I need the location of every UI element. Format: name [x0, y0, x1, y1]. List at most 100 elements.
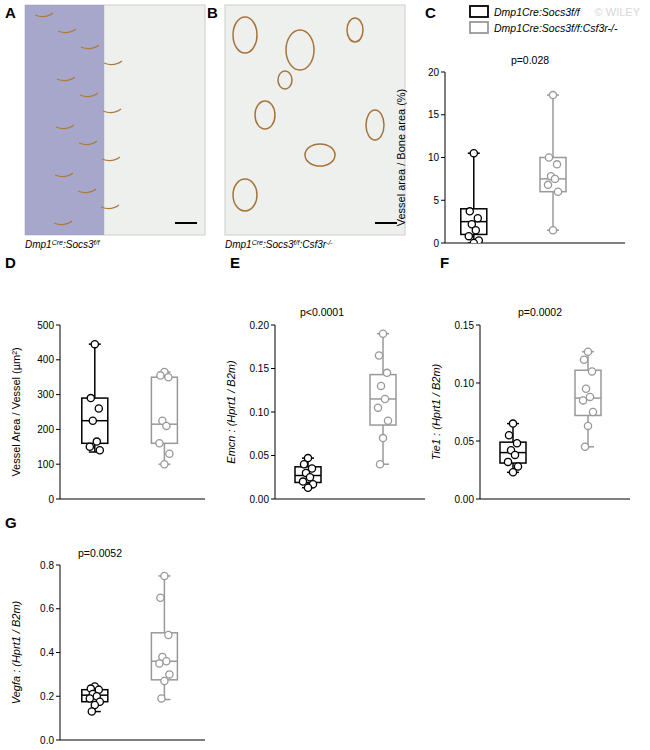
data-point: [509, 420, 516, 427]
image-frame: [25, 5, 205, 235]
data-point: [549, 227, 556, 234]
p-value: p=0.0002: [518, 306, 562, 318]
vessel-stain: [35, 13, 53, 17]
box: [370, 375, 396, 425]
data-point: [589, 408, 596, 415]
image-panel: [225, 5, 405, 235]
data-point: [466, 208, 473, 215]
y-tick-label: 500: [37, 320, 54, 331]
figure: A Dmp1Cre:Socs3f/f B Dmp1Cre:Socs3f/f:Csf3r…: [0, 0, 650, 750]
data-point: [93, 438, 100, 445]
y-tick-label: 0.00: [250, 494, 270, 505]
data-point: [549, 91, 556, 98]
panel-label: G: [5, 514, 17, 531]
y-tick-label: 0: [433, 238, 439, 249]
data-point: [306, 474, 313, 481]
y-tick-label: 300: [37, 389, 54, 400]
y-tick: [476, 499, 480, 500]
data-point: [375, 352, 382, 359]
data-point: [304, 484, 311, 491]
y-tick: [271, 368, 275, 369]
data-point: [554, 188, 561, 195]
vessel-stain: [56, 125, 74, 129]
data-point: [89, 417, 96, 424]
y-axis-label: Vegfa : (Hprt1 / B2m): [10, 600, 22, 704]
data-point: [584, 348, 591, 355]
y-tick: [56, 359, 60, 360]
box: [151, 633, 177, 680]
panel-label: B: [207, 4, 218, 21]
y-tick: [476, 325, 480, 326]
vessel-stain: [233, 17, 257, 53]
vessel-stain: [101, 205, 119, 209]
data-point: [156, 660, 163, 667]
caption-part: -/-: [326, 239, 333, 246]
y-tick: [271, 455, 275, 456]
chart: C05101520Vessel area / Bone area (%)p=0.…: [395, 4, 625, 249]
data-point: [379, 435, 386, 442]
data-point: [381, 395, 388, 402]
box: [575, 370, 601, 415]
x-axis: [60, 499, 205, 500]
y-tick-label: 0.15: [455, 320, 475, 331]
data-point: [551, 175, 558, 182]
x-axis: [60, 740, 205, 741]
y-tick: [441, 243, 445, 244]
y-tick-label: 0.00: [455, 494, 475, 505]
vessel-stain: [286, 30, 314, 70]
whisker: [552, 95, 554, 157]
data-point: [165, 374, 172, 381]
chart: G0.00.20.40.60.8Vegfa : (Hprt1 / B2m)p=0…: [5, 514, 205, 746]
y-tick: [56, 499, 60, 500]
data-point: [582, 385, 589, 392]
p-value: p<0.0001: [300, 306, 344, 318]
legend-label: Dmp1Cre:Socs3f/f: [494, 6, 581, 18]
legend-swatch: [470, 6, 488, 17]
box: [540, 158, 566, 192]
y-tick-label: 0.6: [40, 603, 54, 614]
y-tick-label: 0.0: [40, 735, 54, 746]
data-point: [376, 461, 383, 468]
y-tick-label: 0: [48, 494, 54, 505]
vessel-stain: [366, 110, 384, 140]
whisker: [164, 576, 166, 633]
x-axis: [275, 499, 425, 500]
image-frame: [225, 5, 405, 235]
caption-part: :Socs3: [63, 239, 94, 250]
y-tick-label: 0.4: [40, 647, 54, 658]
caption-part: Cre: [252, 239, 263, 246]
panel-label: F: [440, 254, 449, 271]
y-tick-label: 15: [428, 109, 440, 120]
whisker: [552, 192, 554, 230]
p-value: p=0.028: [511, 54, 549, 66]
image-caption: Dmp1Cre:Socs3f/f:Csf3r-/-: [225, 239, 333, 251]
y-tick: [441, 72, 445, 73]
data-point: [299, 478, 306, 485]
y-tick-label: 0.10: [455, 378, 475, 389]
vessel-stain: [103, 109, 121, 113]
data-point: [588, 368, 595, 375]
legend-label: Dmp1Cre:Socs3f/f:Csf3r-/-: [494, 22, 618, 34]
panel-label: A: [5, 4, 16, 21]
vessel-stain: [347, 18, 363, 42]
caption-part: f/f: [94, 239, 101, 246]
data-point: [158, 695, 165, 702]
box: [151, 377, 177, 443]
data-point: [579, 397, 586, 404]
y-tick: [56, 429, 60, 430]
vessel-stain: [278, 71, 292, 89]
data-point: [465, 233, 472, 240]
plot-area: [500, 348, 601, 476]
data-point: [505, 432, 512, 439]
y-tick-label: 200: [37, 424, 54, 435]
y-tick: [56, 394, 60, 395]
scale-bar: [375, 222, 397, 224]
data-point: [86, 695, 93, 702]
caption-part: Cre: [52, 239, 63, 246]
vessel-stain: [305, 144, 335, 166]
p-value: p=0.0052: [78, 547, 122, 559]
plot-area: [82, 572, 178, 715]
y-tick: [441, 114, 445, 115]
data-point: [300, 461, 307, 468]
vessel-stain: [104, 61, 122, 65]
